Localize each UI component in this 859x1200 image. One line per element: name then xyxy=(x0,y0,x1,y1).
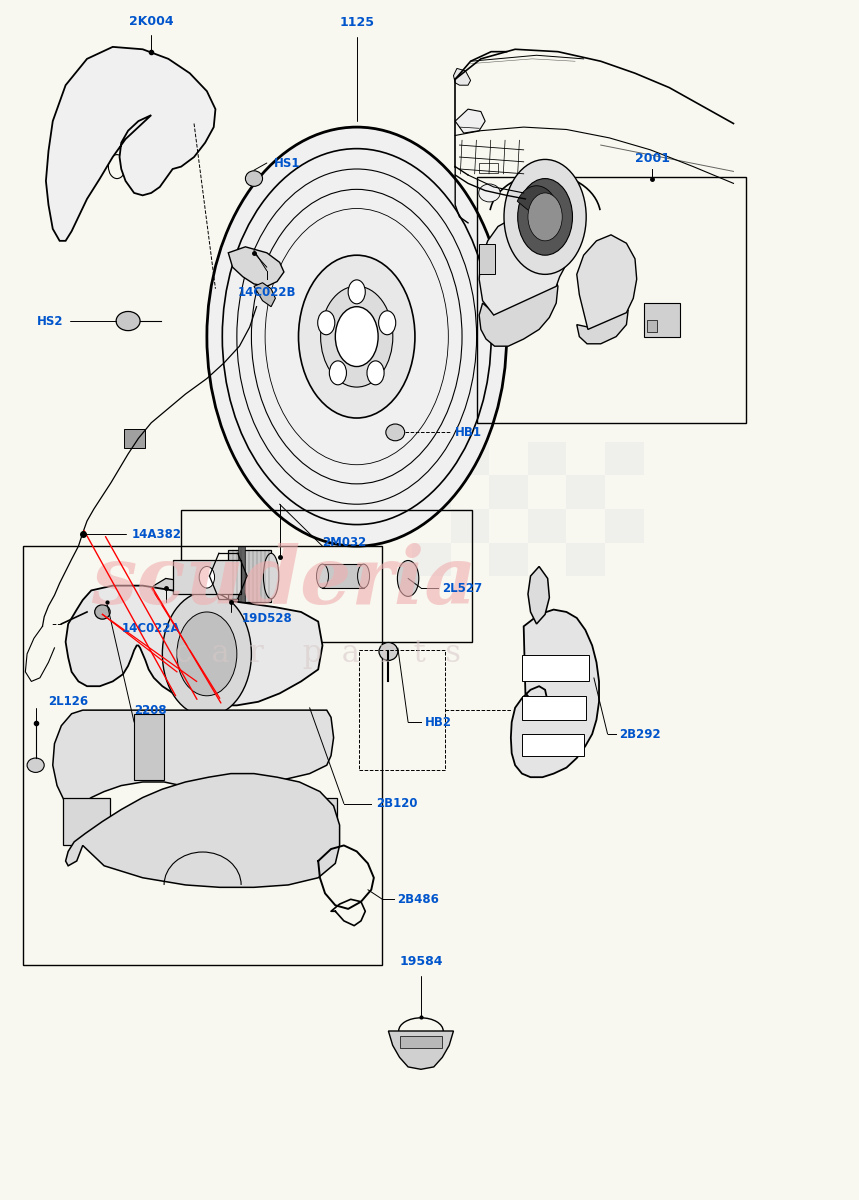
Ellipse shape xyxy=(116,312,140,331)
Text: HS1: HS1 xyxy=(274,156,300,169)
Text: 2208: 2208 xyxy=(134,704,167,718)
Text: 14C022A: 14C022A xyxy=(122,622,180,635)
Bar xyxy=(479,245,495,275)
Circle shape xyxy=(207,127,507,546)
Bar xyxy=(490,475,528,509)
Polygon shape xyxy=(65,586,322,706)
Circle shape xyxy=(162,592,252,716)
Bar xyxy=(522,655,588,682)
Text: HB2: HB2 xyxy=(425,715,452,728)
Polygon shape xyxy=(46,47,216,241)
Bar xyxy=(134,714,164,780)
Text: HB1: HB1 xyxy=(455,426,482,439)
Bar xyxy=(181,510,472,642)
Text: 2M032: 2M032 xyxy=(322,536,367,550)
Polygon shape xyxy=(479,215,566,316)
Circle shape xyxy=(320,286,393,388)
Bar xyxy=(173,560,241,594)
Circle shape xyxy=(504,160,586,275)
Bar xyxy=(63,798,110,846)
Polygon shape xyxy=(388,1031,454,1069)
Ellipse shape xyxy=(316,564,328,588)
Circle shape xyxy=(518,179,572,256)
Polygon shape xyxy=(228,247,284,287)
Circle shape xyxy=(348,280,365,304)
Polygon shape xyxy=(52,710,333,810)
Ellipse shape xyxy=(264,553,279,599)
Bar xyxy=(451,442,490,475)
Circle shape xyxy=(367,361,384,385)
Text: 14A382: 14A382 xyxy=(131,528,181,541)
Text: 2L126: 2L126 xyxy=(48,695,88,708)
Polygon shape xyxy=(454,68,471,85)
Bar xyxy=(293,798,337,846)
Circle shape xyxy=(177,612,237,696)
Text: c  a  r    p  a  r  t  s: c a r p a r t s xyxy=(175,638,461,670)
Polygon shape xyxy=(149,578,197,619)
Text: 2001: 2001 xyxy=(635,152,670,166)
Bar xyxy=(528,509,566,542)
Polygon shape xyxy=(528,566,550,624)
Bar xyxy=(322,564,363,588)
Bar xyxy=(23,546,382,965)
Circle shape xyxy=(298,256,415,418)
Bar xyxy=(124,428,145,448)
Text: 2B120: 2B120 xyxy=(376,797,418,810)
Ellipse shape xyxy=(478,184,500,202)
Ellipse shape xyxy=(94,605,110,619)
Text: 1125: 1125 xyxy=(339,16,375,29)
Bar xyxy=(412,542,451,576)
Circle shape xyxy=(335,307,378,366)
Bar xyxy=(522,696,586,720)
Text: 2B292: 2B292 xyxy=(619,727,661,740)
Bar xyxy=(359,650,445,770)
Text: HS2: HS2 xyxy=(37,314,63,328)
Ellipse shape xyxy=(357,564,369,588)
Bar xyxy=(399,1036,442,1048)
Ellipse shape xyxy=(27,758,44,773)
Text: 2K004: 2K004 xyxy=(129,14,174,28)
Text: 19D528: 19D528 xyxy=(241,612,292,625)
Bar xyxy=(647,320,657,332)
Ellipse shape xyxy=(379,642,398,660)
Polygon shape xyxy=(65,774,339,887)
Bar xyxy=(528,442,566,475)
Bar xyxy=(477,178,746,422)
Circle shape xyxy=(329,361,346,385)
Bar xyxy=(643,304,679,337)
Polygon shape xyxy=(511,610,599,778)
Circle shape xyxy=(199,566,215,588)
Ellipse shape xyxy=(398,560,419,596)
Bar xyxy=(238,546,245,606)
Bar xyxy=(490,542,528,576)
Bar xyxy=(228,550,271,602)
Wedge shape xyxy=(517,186,556,217)
Text: 14C022B: 14C022B xyxy=(238,287,296,299)
Polygon shape xyxy=(576,304,628,343)
Circle shape xyxy=(533,199,558,235)
Bar xyxy=(479,163,498,173)
Bar xyxy=(451,509,490,542)
Bar xyxy=(605,509,643,542)
Text: 2L527: 2L527 xyxy=(442,582,483,594)
Bar xyxy=(605,442,643,475)
Polygon shape xyxy=(455,109,485,133)
Bar xyxy=(522,734,583,756)
Circle shape xyxy=(318,311,335,335)
Bar xyxy=(566,475,605,509)
Text: scuderia: scuderia xyxy=(91,544,477,620)
Circle shape xyxy=(379,311,396,335)
Polygon shape xyxy=(576,235,637,330)
Ellipse shape xyxy=(386,424,405,440)
Bar xyxy=(566,542,605,576)
Circle shape xyxy=(528,193,562,241)
Text: 19584: 19584 xyxy=(399,954,442,967)
Bar xyxy=(412,475,451,509)
Polygon shape xyxy=(479,271,558,346)
Text: 2B486: 2B486 xyxy=(397,893,439,906)
Ellipse shape xyxy=(246,170,263,186)
Polygon shape xyxy=(254,283,276,307)
